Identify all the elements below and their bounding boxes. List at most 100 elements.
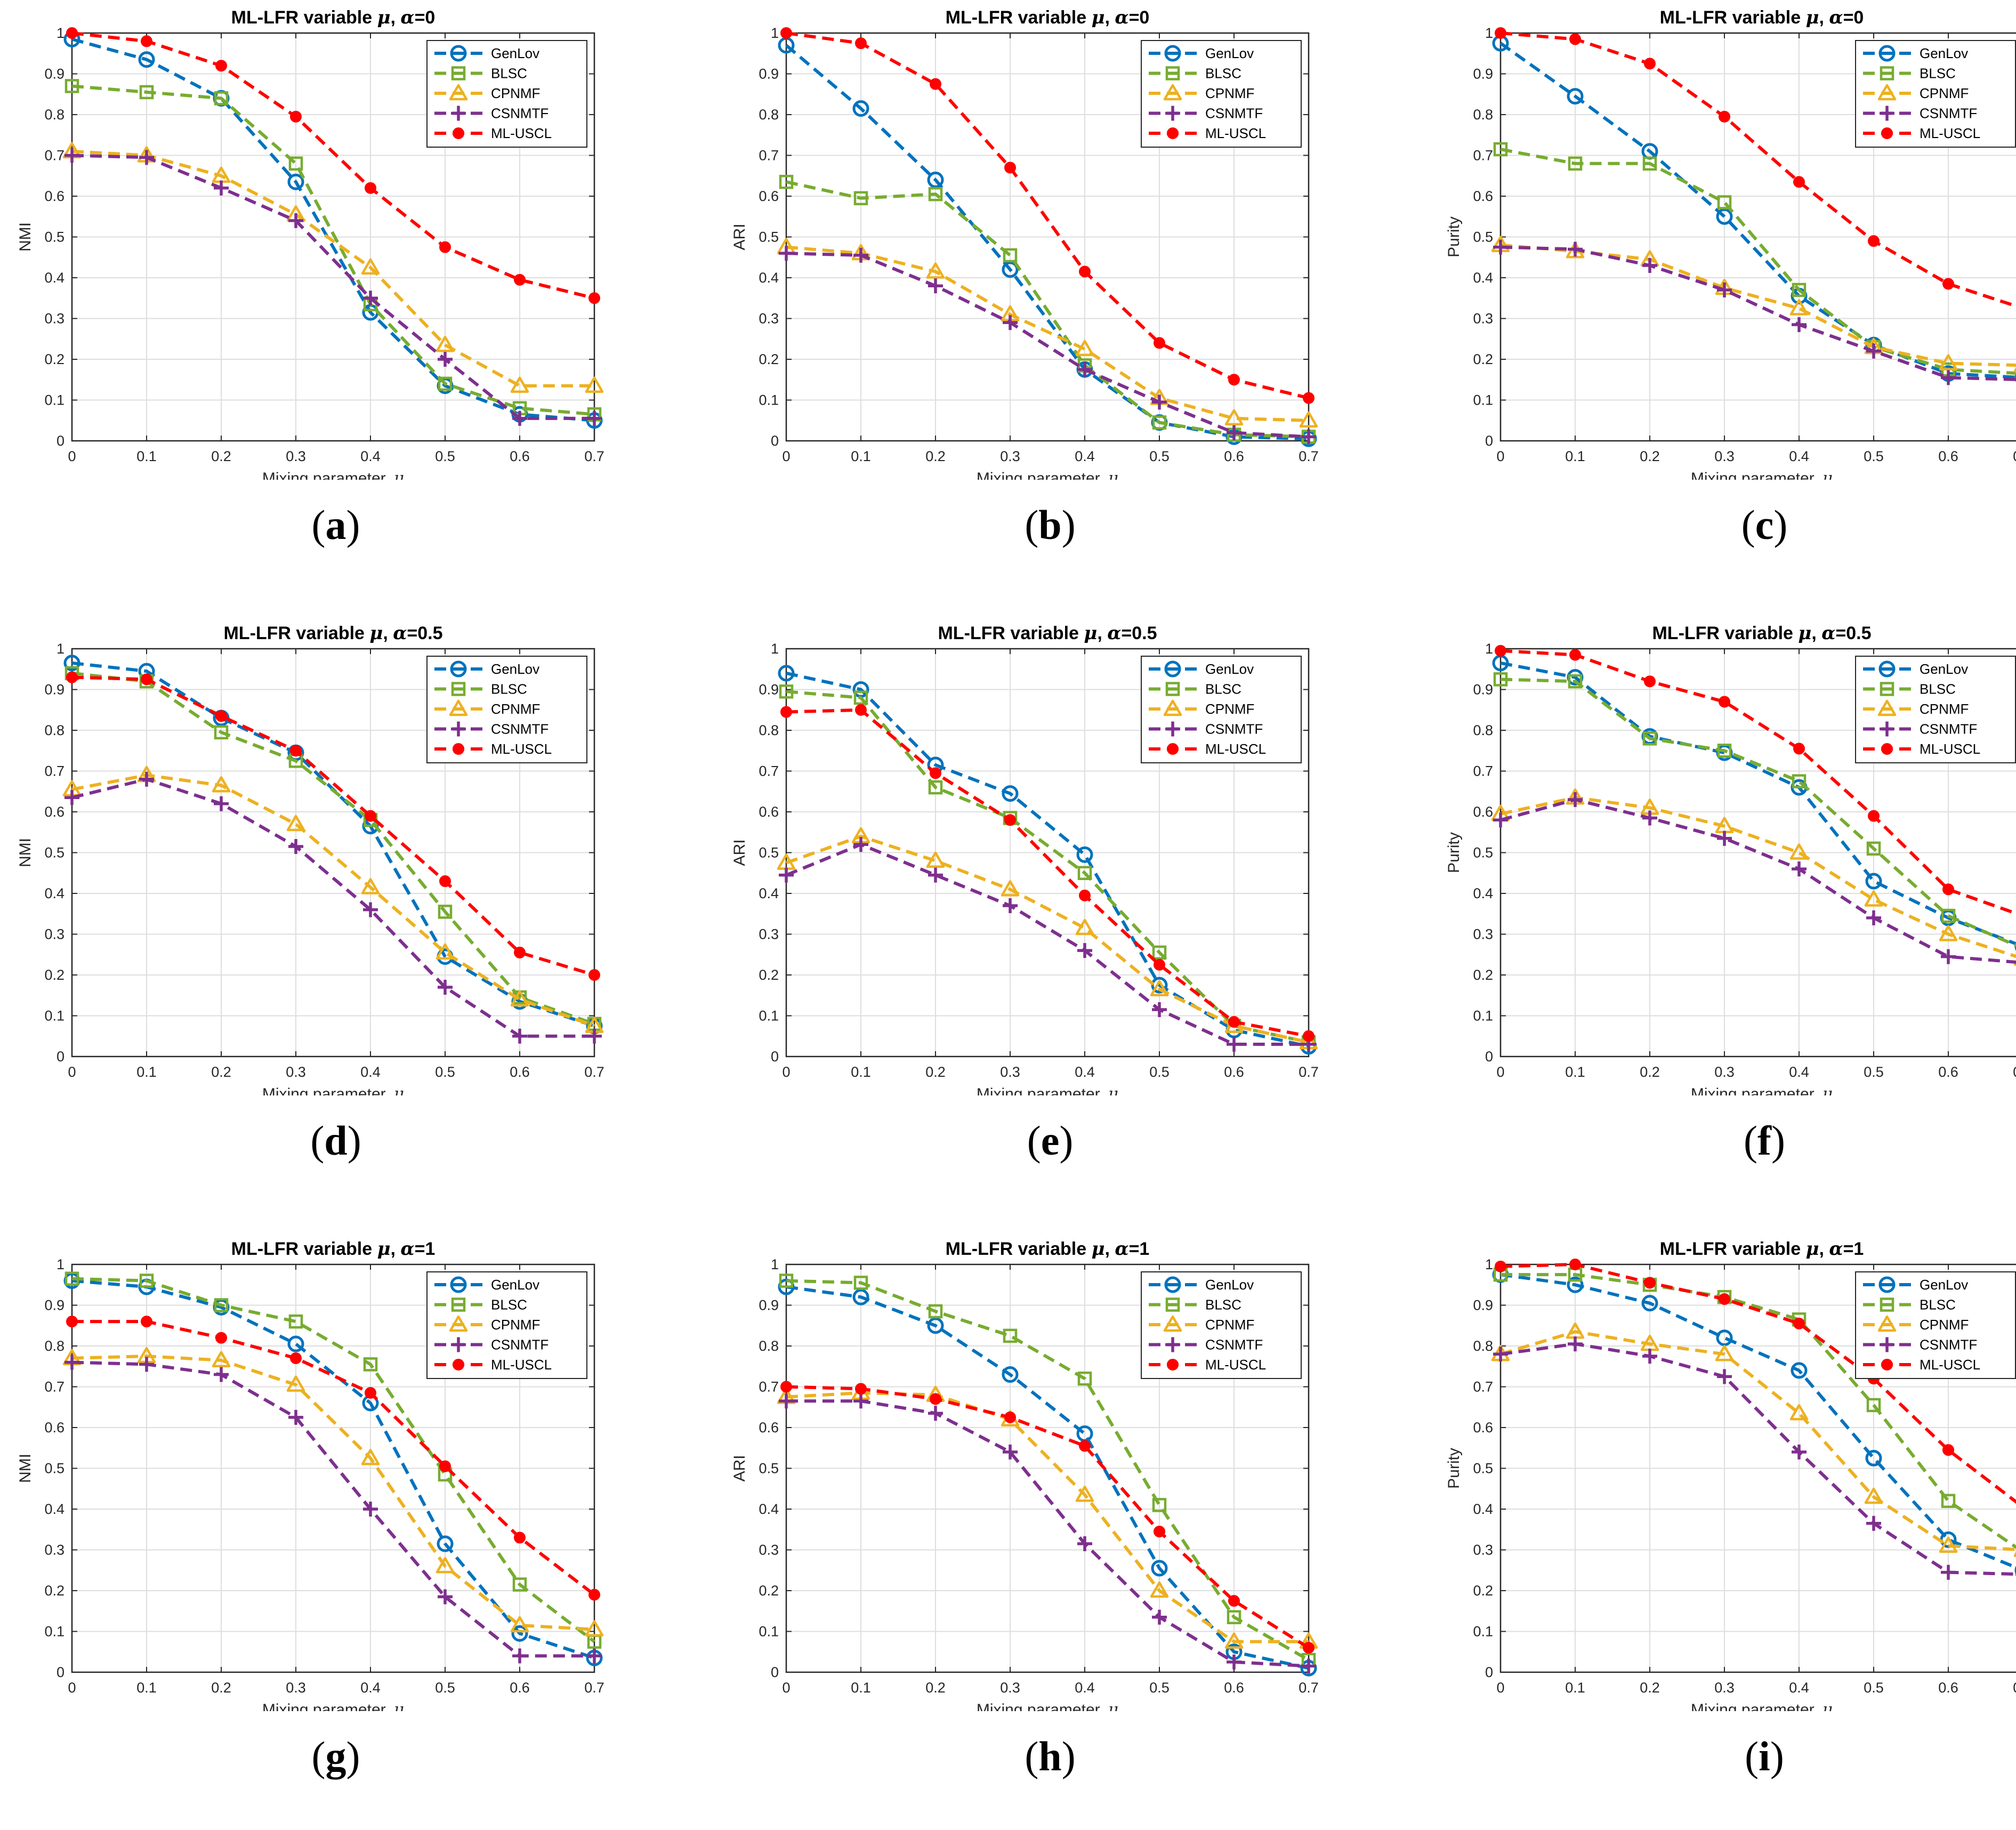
- y-tick-label: 0.1: [759, 1008, 779, 1024]
- data-point: [64, 1271, 79, 1286]
- data-point: [1079, 889, 1091, 901]
- data-point: [1716, 208, 1733, 225]
- x-tick-label: 0.3: [1000, 448, 1020, 464]
- data-point: [361, 878, 380, 894]
- data-point: [588, 969, 600, 981]
- data-point: [1152, 394, 1167, 410]
- data-point: [287, 1335, 304, 1352]
- x-tick-label: 0.3: [1714, 448, 1735, 464]
- data-point: [66, 27, 78, 39]
- data-point: [514, 1531, 526, 1544]
- x-tick-label: 0.3: [286, 448, 306, 464]
- legend-entry-genlov: GenLov: [1205, 661, 1254, 677]
- series-line: [71, 671, 595, 1026]
- legend-marker: [1165, 106, 1180, 121]
- data-point: [363, 1502, 378, 1517]
- y-tick-label: 0.6: [1473, 1420, 1493, 1436]
- data-point: [1942, 883, 1954, 896]
- series-ml-uscl: [66, 27, 600, 304]
- legend-marker: [1880, 721, 1894, 737]
- legend-entry-csnmtf: CSNMTF: [1920, 106, 1977, 122]
- data-point: [588, 1589, 600, 1601]
- y-tick-label: 0.8: [759, 1338, 779, 1354]
- y-tick-label: 0.5: [759, 845, 779, 861]
- y-axis-label: Purity: [1445, 832, 1463, 873]
- series-line: [71, 154, 594, 420]
- x-tick-label: 0.3: [1000, 1680, 1020, 1696]
- data-point: [1493, 672, 1508, 687]
- x-axis-label: Mixing parameter, μ: [262, 1085, 404, 1095]
- chart-svg-d: 0 0.1 0.2 0.3 0.4 0.5 0.6 0.7 0.8 0.9 1 0 0.1 0.2 0.3 0…: [17, 623, 604, 1095]
- series-line: [786, 1279, 1310, 1662]
- data-point: [510, 990, 529, 1007]
- legend-marker: [1878, 660, 1896, 678]
- series-blsc: [1493, 672, 2016, 956]
- x-tick-label: 0.5: [435, 1064, 455, 1080]
- legend-entry-blsc: BLSC: [1920, 1297, 1956, 1313]
- data-point: [928, 278, 943, 294]
- data-point: [1792, 283, 1807, 297]
- data-point: [66, 1316, 78, 1328]
- data-point: [779, 684, 794, 699]
- y-tick-label: 0.4: [1473, 1501, 1493, 1517]
- x-tick-label: 0.1: [136, 1064, 157, 1080]
- data-point: [512, 1577, 527, 1592]
- data-point: [1228, 374, 1240, 386]
- data-point: [1001, 880, 1020, 897]
- y-axis-label: NMI: [17, 1454, 34, 1483]
- y-tick-label: 0.9: [759, 1297, 779, 1313]
- data-point: [853, 1276, 868, 1290]
- legend-marker: [1881, 1359, 1893, 1371]
- x-tick-label: 0.6: [1224, 1680, 1244, 1696]
- series-csnmtf: [779, 1393, 1316, 1674]
- data-point: [1152, 945, 1167, 960]
- data-point: [1717, 282, 1732, 297]
- data-point: [1568, 792, 1583, 808]
- series-ml-uscl: [1495, 644, 2016, 915]
- data-point: [1568, 674, 1583, 689]
- chart-svg-f: 0 0.1 0.2 0.3 0.4 0.5 0.6 0.7 0.8 0.9 1 0 0.1 0.2 0.3 0…: [1445, 623, 2016, 1095]
- series-csnmtf: [64, 771, 602, 1044]
- series-line: [1500, 148, 2016, 375]
- data-point: [215, 710, 227, 722]
- data-point: [1154, 958, 1165, 971]
- legend-entry-blsc: BLSC: [1205, 1297, 1241, 1313]
- chart-panel-c: 0 0.1 0.2 0.3 0.4 0.5 0.6 0.7 0.8 0.9 1 0 0.1 0.2 0.3 0…: [1429, 0, 2016, 599]
- y-tick-label: 0.7: [1473, 763, 1493, 779]
- x-tick-label: 0.1: [1565, 1680, 1585, 1696]
- legend-entry-ml-uscl: ML-USCL: [1205, 125, 1266, 141]
- data-point: [1154, 337, 1165, 349]
- y-tick-label: 0: [771, 1049, 779, 1065]
- series-line: [1501, 1273, 2016, 1550]
- ticks: 0 0.1 0.2 0.3 0.4 0.5 0.6 0.7 0.8 0.9 1 0 0.1 0.2 0.3 0…: [759, 641, 1318, 1080]
- series-line: [71, 1360, 594, 1658]
- series-line: [1500, 798, 2016, 964]
- data-point: [852, 1288, 869, 1305]
- ticks: 0 0.1 0.2 0.3 0.4 0.5 0.6 0.7 0.8 0.9 1 0 0.1 0.2 0.3 0…: [44, 641, 604, 1080]
- series-cpnmf: [777, 238, 1318, 428]
- x-axis-label: Mixing parameter, μ: [1691, 1085, 1833, 1095]
- ticks: 0 0.1 0.2 0.3 0.4 0.5 0.6 0.7 0.8 0.9 1 0 0.1 0.2 0.3 0…: [759, 1256, 1318, 1696]
- series-line: [786, 1391, 1309, 1643]
- series-line: [1500, 1273, 2016, 1569]
- data-point: [926, 262, 945, 279]
- y-tick-label: 0.4: [759, 1501, 779, 1517]
- legend-marker: [451, 106, 466, 121]
- data-point: [1868, 235, 1880, 247]
- legend-entry-ml-uscl: ML-USCL: [1920, 741, 1980, 757]
- legend-marker: [453, 1359, 464, 1371]
- data-point: [1644, 1277, 1656, 1289]
- panel-caption: (g): [311, 1733, 360, 1779]
- data-point: [64, 148, 79, 163]
- data-point: [1077, 943, 1092, 958]
- legend-entry-csnmtf: CSNMTF: [491, 721, 549, 737]
- data-point: [214, 725, 229, 740]
- y-tick-label: 1: [1485, 641, 1493, 657]
- legend-marker: [449, 84, 468, 101]
- y-tick-label: 0: [771, 1664, 779, 1680]
- x-tick-label: 0.4: [1789, 1064, 1809, 1080]
- y-axis-label: Purity: [1445, 216, 1463, 257]
- y-tick-label: 0.3: [1473, 926, 1493, 942]
- data-point: [212, 776, 231, 793]
- panel-caption: (e): [1027, 1117, 1074, 1164]
